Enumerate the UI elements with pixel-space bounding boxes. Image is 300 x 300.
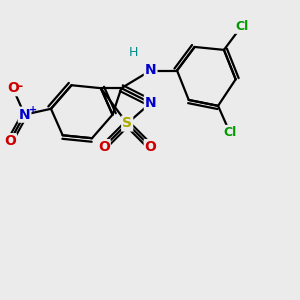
Text: O: O xyxy=(7,81,19,95)
Text: O: O xyxy=(98,140,110,154)
Text: H: H xyxy=(128,46,138,59)
Text: O: O xyxy=(4,134,16,148)
Text: N: N xyxy=(145,96,157,110)
Text: -: - xyxy=(18,80,23,93)
Text: S: S xyxy=(122,116,132,130)
Text: N: N xyxy=(19,108,30,122)
Text: Cl: Cl xyxy=(235,20,248,33)
Text: O: O xyxy=(145,140,157,154)
Text: N: N xyxy=(145,64,157,77)
Text: Cl: Cl xyxy=(223,126,236,139)
Text: +: + xyxy=(29,105,37,115)
